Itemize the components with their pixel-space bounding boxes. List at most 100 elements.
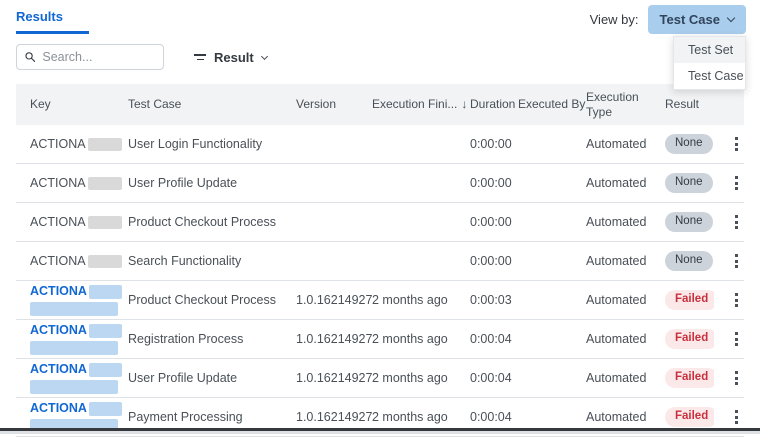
result-badge: Failed [665, 329, 714, 349]
test-key-link[interactable]: ACTIONA [30, 401, 87, 416]
test-key-link[interactable]: ACTIONA [30, 137, 86, 151]
column-header-version[interactable]: Version [296, 97, 337, 111]
redacted-key-block-line2 [30, 379, 118, 394]
table-row[interactable]: ACTIONA Registration Process 1.0.1621492… [16, 320, 744, 359]
column-header-execution-finished[interactable]: Execution Fini... ↓ [372, 97, 468, 111]
filter-icon [194, 53, 206, 61]
execution-finished-cell: 2 months ago [372, 332, 448, 346]
row-actions-kebab-icon[interactable] [729, 211, 744, 233]
chevron-down-icon [260, 52, 268, 60]
result-cell: Failed [665, 368, 714, 388]
duration-cell: 0:00:04 [470, 371, 512, 385]
row-actions-kebab-icon[interactable] [729, 250, 744, 272]
execution-finished-cell: 2 months ago [372, 371, 448, 385]
view-by-selected-value: Test Case [659, 12, 720, 27]
search-input[interactable] [42, 50, 155, 64]
test-case-cell: Search Functionality [128, 254, 242, 268]
tab-results[interactable]: Results [16, 9, 63, 24]
redacted-key-block [87, 215, 122, 229]
view-by-label: View by: [589, 12, 639, 27]
result-badge: None [665, 212, 713, 232]
toolbar: Result [16, 44, 744, 70]
result-badge: Failed [665, 368, 714, 388]
execution-type-cell: Automated [586, 137, 647, 151]
table-row[interactable]: ACTIONA User Login Functionality 0:00:00… [16, 125, 744, 164]
result-cell: None [665, 212, 714, 232]
row-actions-kebab-icon[interactable] [729, 367, 744, 389]
row-actions-kebab-icon[interactable] [729, 328, 744, 350]
redacted-key-block-line2 [30, 340, 118, 355]
menu-item-test-set[interactable]: Test Set [674, 37, 745, 63]
result-badge: None [665, 134, 713, 154]
table-header-row: Key Test Case Version Execution Fini... ↓… [16, 84, 744, 125]
view-by-dropdown-button[interactable]: Test Case [647, 5, 746, 34]
result-badge: Failed [665, 407, 714, 427]
execution-type-cell: Automated [586, 293, 647, 307]
redacted-key-block-line2 [30, 301, 118, 316]
version-cell: 1.0.162149279 [296, 410, 372, 424]
table-row[interactable]: ACTIONA User Profile Update 0:00:00 Auto… [16, 164, 744, 203]
test-key-link[interactable]: ACTIONA [30, 215, 86, 229]
test-case-cell: Registration Process [128, 332, 244, 346]
sort-desc-icon[interactable]: ↓ [461, 97, 468, 111]
test-case-cell: Product Checkout Process [128, 293, 276, 307]
key-cell: ACTIONA [30, 215, 128, 229]
row-actions-kebab-icon[interactable] [729, 289, 744, 311]
result-filter-dropdown[interactable]: Result [194, 49, 268, 65]
version-cell: 1.0.162149279 [296, 332, 372, 346]
duration-cell: 0:00:00 [470, 215, 512, 229]
key-cell: ACTIONA [30, 362, 128, 394]
menu-item-test-case[interactable]: Test Case [688, 69, 744, 83]
result-filter-label: Result [214, 49, 254, 65]
key-cell: ACTIONA [30, 137, 128, 151]
result-cell: None [665, 251, 714, 271]
table-row[interactable]: ACTIONA Search Functionality 0:00:00 Aut… [16, 242, 744, 281]
version-cell: 1.0.162149279 [296, 293, 372, 307]
duration-cell: 0:00:00 [470, 254, 512, 268]
result-badge: None [665, 173, 713, 193]
chevron-down-icon [726, 13, 736, 23]
row-actions-kebab-icon[interactable] [729, 172, 744, 194]
duration-cell: 0:00:04 [470, 410, 512, 424]
table-row[interactable]: ACTIONA Product Checkout Process 0:00:00… [16, 203, 744, 242]
test-key-link[interactable]: ACTIONA [30, 284, 87, 299]
test-key-link[interactable]: ACTIONA [30, 323, 87, 338]
row-actions-kebab-icon[interactable] [729, 133, 744, 155]
key-cell: ACTIONA [30, 284, 128, 316]
column-header-execution-type[interactable]: Execution Type [586, 89, 639, 119]
redacted-key-block [87, 137, 122, 151]
test-case-cell: Product Checkout Process [128, 215, 276, 229]
key-cell: ACTIONA [30, 323, 128, 355]
table-row[interactable]: ACTIONA User Profile Update 1.0.16214927… [16, 359, 744, 398]
result-cell: None [665, 134, 714, 154]
column-header-duration[interactable]: Duration [470, 97, 516, 111]
table-row[interactable]: ACTIONA Product Checkout Process 1.0.162… [16, 281, 744, 320]
test-key-link[interactable]: ACTIONA [30, 254, 86, 268]
result-badge: Failed [665, 290, 714, 310]
top-bar: Results View by: Test Case Test Set Test… [0, 0, 760, 90]
row-actions-kebab-icon[interactable] [729, 406, 744, 428]
execution-type-cell: Automated [586, 410, 647, 424]
redacted-key-block [88, 284, 122, 299]
column-header-result[interactable]: Result [665, 97, 700, 111]
search-box[interactable] [16, 44, 164, 70]
execution-type-cell: Automated [586, 176, 647, 190]
column-header-executed-by[interactable]: Executed By [518, 97, 586, 111]
key-cell: ACTIONA [30, 176, 128, 190]
test-case-cell: User Profile Update [128, 371, 238, 385]
test-key-link[interactable]: ACTIONA [30, 176, 86, 190]
result-cell: Failed [665, 329, 714, 349]
key-cell: ACTIONA [30, 254, 128, 268]
column-header-test-case[interactable]: Test Case [128, 97, 182, 111]
column-header-key[interactable]: Key [30, 97, 51, 111]
duration-cell: 0:00:00 [470, 137, 512, 151]
redacted-key-block [88, 323, 122, 338]
result-badge: None [665, 251, 713, 271]
execution-type-cell: Automated [586, 215, 647, 229]
test-key-link[interactable]: ACTIONA [30, 362, 87, 377]
execution-type-cell: Automated [586, 254, 647, 268]
execution-finished-cell: 2 months ago [372, 410, 448, 424]
test-case-cell: Payment Processing [128, 410, 243, 424]
redacted-key-block [88, 362, 122, 377]
test-case-cell: User Login Functionality [128, 137, 263, 151]
